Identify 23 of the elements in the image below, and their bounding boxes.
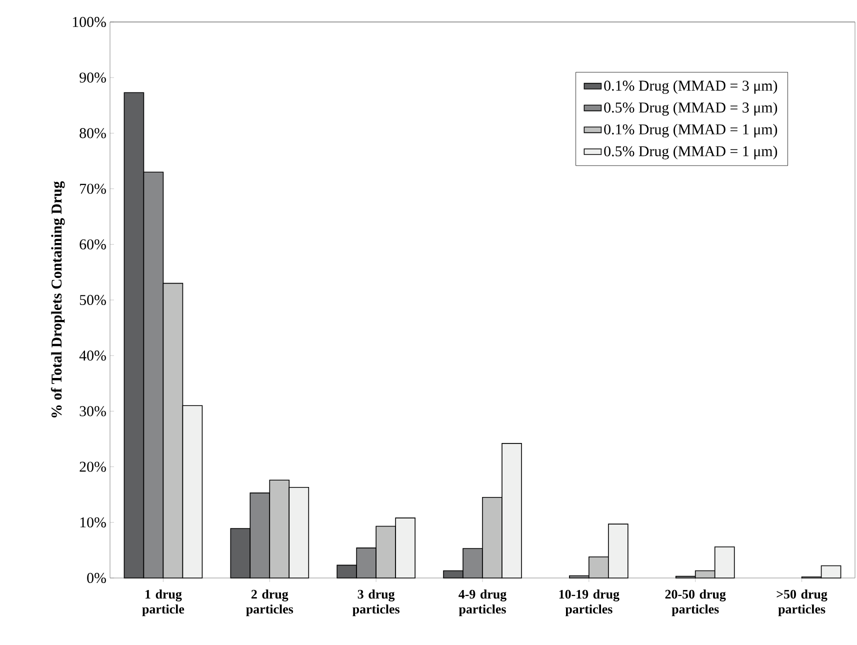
y-tick-label: 0% bbox=[87, 572, 106, 584]
y-tick-label: 90% bbox=[80, 72, 106, 83]
x-tick-label: 4-9 drug particles bbox=[458, 590, 506, 616]
y-tick-label: 10% bbox=[80, 517, 106, 528]
y-tick-label: 50% bbox=[80, 294, 106, 306]
y-tick-label: 100% bbox=[72, 16, 106, 28]
legend-label: 0.1% Drug (MMAD = 3 μm) bbox=[604, 80, 778, 94]
legend-label: 0.5% Drug (MMAD = 1 μm) bbox=[604, 146, 778, 160]
legend-label: 0.1% Drug (MMAD = 1 μm) bbox=[604, 124, 778, 138]
x-tick-label: 10-19 drug particles bbox=[559, 590, 620, 616]
y-tick-label: 80% bbox=[80, 128, 106, 138]
y-tick-label: 30% bbox=[80, 406, 106, 416]
y-axis-title: % of Total Droplets Containing Drug bbox=[50, 181, 65, 418]
y-tick-label: 70% bbox=[80, 184, 106, 194]
x-tick-label: 3 drug particles bbox=[352, 590, 400, 616]
y-tick-label: 40% bbox=[79, 350, 106, 361]
legend-label: 0.5% Drug (MMAD = 3 μm) bbox=[604, 102, 778, 116]
x-tick-label: 2 drug particles bbox=[246, 590, 294, 616]
y-tick-label: 60% bbox=[80, 239, 106, 250]
x-tick-label: >50 drug particles bbox=[776, 590, 828, 616]
y-tick-label: 20% bbox=[80, 462, 106, 472]
x-tick-label: 20-50 drug particles bbox=[665, 590, 726, 616]
x-tick-label: 1 drug particle bbox=[142, 590, 184, 616]
